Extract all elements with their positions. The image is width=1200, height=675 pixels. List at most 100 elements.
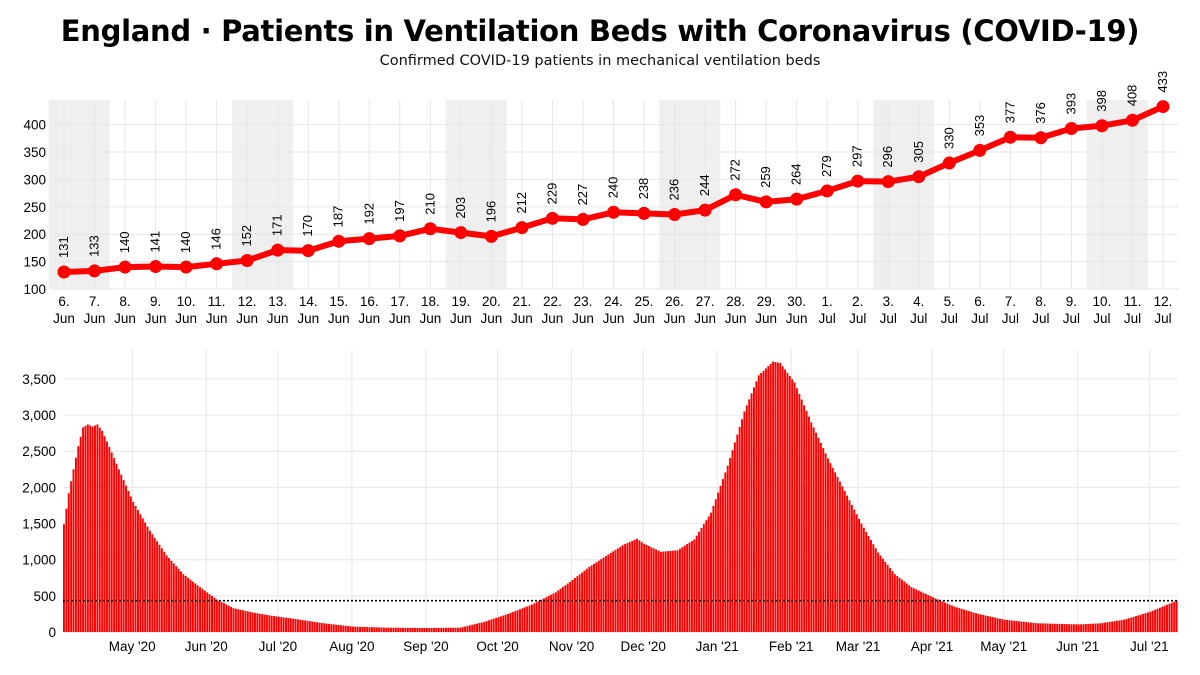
data-point <box>88 264 102 278</box>
bar <box>731 450 734 632</box>
x-tick-label-month: Jun <box>664 311 686 326</box>
bar <box>1056 623 1059 632</box>
data-label: 272 <box>728 159 743 181</box>
bar <box>948 604 951 632</box>
bar <box>1029 622 1032 632</box>
bar <box>308 621 311 632</box>
bar <box>776 362 779 632</box>
x-tick-label-day: 10. <box>1093 294 1112 309</box>
bar <box>652 548 655 632</box>
bar <box>1034 623 1037 632</box>
x-tick-label-month: Jul <box>1093 311 1110 326</box>
bar <box>371 627 373 632</box>
bar <box>996 618 999 632</box>
bar <box>798 393 801 632</box>
data-label: 197 <box>392 200 407 222</box>
x-tick-label-month: Jul <box>1124 311 1141 326</box>
bar <box>478 623 481 632</box>
x-tick-label-day: 16. <box>360 294 379 309</box>
bar <box>963 609 966 632</box>
bar <box>562 586 564 632</box>
x-tick-label-day: 22. <box>543 294 562 309</box>
bar <box>265 614 268 632</box>
bar <box>638 540 641 632</box>
data-point <box>1156 100 1170 114</box>
bar <box>1115 620 1118 632</box>
data-label: 140 <box>178 231 193 253</box>
bar <box>177 568 180 632</box>
chart-subtitle: Confirmed COVID-19 patients in mechanica… <box>379 53 821 69</box>
bar <box>392 627 395 632</box>
bar <box>621 545 624 632</box>
data-point <box>210 257 224 271</box>
weekend-band <box>872 100 935 289</box>
bar <box>1049 623 1052 632</box>
x-tick-label-day: 7. <box>1005 294 1016 309</box>
bar <box>566 583 569 632</box>
data-point <box>607 205 620 219</box>
data-label: 393 <box>1063 93 1078 115</box>
bar <box>237 609 240 632</box>
bar <box>277 616 280 632</box>
bar <box>382 627 385 632</box>
bar <box>550 594 553 632</box>
x-tick-label: Mar '21 <box>836 639 881 654</box>
bar <box>105 441 108 632</box>
bar <box>755 381 758 632</box>
bar <box>1166 604 1168 632</box>
bar <box>1070 624 1073 632</box>
bar <box>1099 623 1102 632</box>
bar <box>939 600 942 632</box>
bar <box>213 597 216 632</box>
bar <box>239 609 242 632</box>
bar <box>848 500 851 632</box>
ventilation-beds-line-chart: 100 150 200 250 300 350 400 6. Jun 7. Jun 8. Jun 9. Ju… <box>23 71 1178 326</box>
bar <box>912 588 915 632</box>
bar <box>487 620 490 632</box>
bar <box>280 617 283 632</box>
bar <box>1063 624 1066 632</box>
bar <box>246 611 249 632</box>
bar <box>979 614 982 632</box>
bar <box>189 579 192 632</box>
data-point <box>790 192 804 206</box>
x-tick-label-month: Jun <box>53 311 75 326</box>
bar <box>234 608 237 632</box>
x-tick-label-day: 9. <box>1066 294 1077 309</box>
bar <box>1096 623 1099 632</box>
bar <box>1072 624 1075 632</box>
bar <box>676 550 679 632</box>
bar <box>519 609 521 632</box>
bar <box>807 416 810 632</box>
bar <box>941 601 944 632</box>
bar <box>693 539 696 632</box>
bar <box>158 544 161 632</box>
bar <box>110 452 113 632</box>
bar <box>101 430 104 632</box>
x-tick-label-month: Jul <box>971 311 988 326</box>
bar <box>659 551 662 632</box>
y-tick-label: 250 <box>23 200 46 215</box>
y-tick-label: 100 <box>23 282 46 297</box>
bar <box>1094 623 1097 632</box>
bar <box>359 626 361 632</box>
bar <box>1032 622 1035 632</box>
data-label: 238 <box>636 178 651 200</box>
bar <box>208 594 211 632</box>
weekend-band <box>48 100 110 289</box>
x-tick-label-month: Jun <box>694 311 716 326</box>
bar <box>77 446 80 632</box>
x-tick-label-day: 18. <box>421 294 440 309</box>
x-tick-label: Feb '21 <box>769 639 814 654</box>
x-tick-label-month: Jun <box>358 311 380 326</box>
bar <box>915 589 918 632</box>
bar <box>631 540 634 632</box>
data-label: 212 <box>514 192 529 214</box>
bar <box>70 481 73 632</box>
bar <box>79 436 82 632</box>
x-tick-label-day: 24. <box>604 294 623 309</box>
bar <box>459 627 462 632</box>
bar <box>480 622 483 632</box>
bar <box>378 627 381 632</box>
data-label: 279 <box>819 155 834 177</box>
